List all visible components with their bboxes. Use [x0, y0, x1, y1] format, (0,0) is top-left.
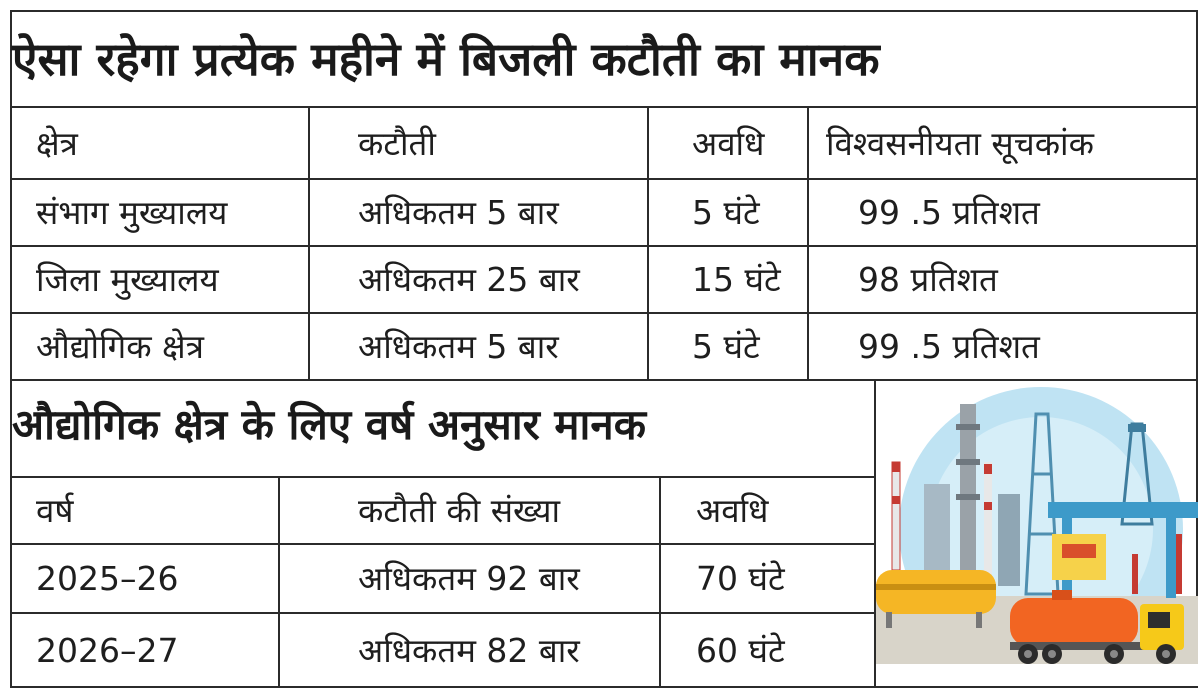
divider [10, 245, 1198, 247]
table1-title: ऐसा रहेगा प्रत्येक महीने में बिजली कटौती… [12, 32, 880, 86]
table1-cell: अधिकतम 25 बार [358, 260, 580, 299]
divider [278, 476, 280, 688]
industrial-plant-tanker-illustration [876, 387, 1198, 686]
table1-cell: 99 .5 प्रतिशत [858, 193, 1040, 232]
table1-cell: 5 घंटे [692, 327, 760, 366]
table1-cell: 15 घंटे [692, 260, 781, 299]
table1-header-duration: अवधि [692, 123, 765, 163]
divider [807, 106, 809, 380]
divider [308, 106, 310, 380]
divider [10, 476, 876, 478]
table1-header-cuts: कटौती [358, 123, 436, 163]
divider [10, 178, 1198, 180]
table1-cell: 99 .5 प्रतिशत [858, 327, 1040, 366]
table1-header-reliability: विश्वसनीयता सूचकांक [826, 123, 1094, 163]
table2-cell: अधिकतम 92 बार [358, 559, 580, 598]
table1-cell: औद्योगिक क्षेत्र [36, 327, 204, 366]
table2-header-duration: अवधि [696, 491, 769, 530]
table2-title: औद्योगिक क्षेत्र के लिए वर्ष अनुसार मानक [12, 400, 646, 449]
divider [10, 379, 1198, 381]
table2-cell: 2026–27 [36, 630, 179, 670]
table1-header-area: क्षेत्र [36, 123, 78, 163]
table2-cell: अधिकतम 82 बार [358, 630, 580, 670]
table1-cell: अधिकतम 5 बार [358, 193, 559, 232]
table1-cell: 5 घंटे [692, 193, 760, 232]
table1-cell: 98 प्रतिशत [858, 260, 998, 299]
divider [647, 106, 649, 380]
table1-cell: अधिकतम 5 बार [358, 327, 559, 366]
table2-header-year: वर्ष [36, 491, 74, 530]
table1-cell: जिला मुख्यालय [36, 260, 219, 299]
divider [10, 612, 876, 614]
table2-cell: 60 घंटे [696, 630, 785, 670]
table2-header-cuts: कटौती की संख्या [358, 491, 561, 530]
table1-cell: संभाग मुख्यालय [36, 193, 228, 232]
divider [10, 312, 1198, 314]
table2-cell: 2025–26 [36, 559, 179, 598]
infographic-frame [10, 10, 1198, 688]
divider [10, 543, 876, 545]
divider [659, 476, 661, 688]
divider [874, 380, 876, 688]
divider [10, 106, 1198, 108]
table2-cell: 70 घंटे [696, 559, 785, 598]
